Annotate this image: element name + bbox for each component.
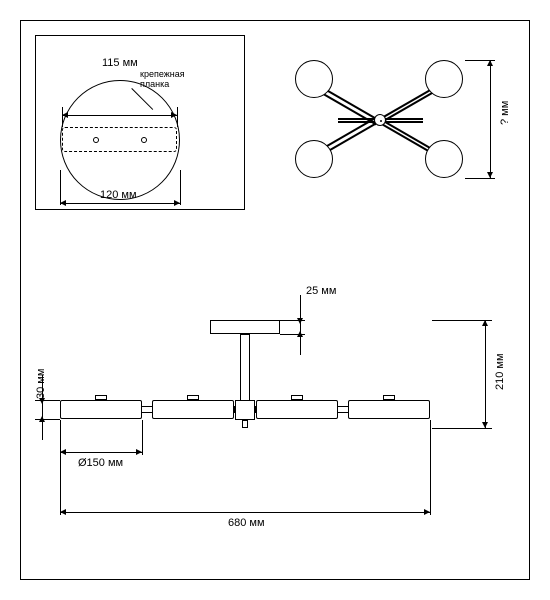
nub-3 — [291, 395, 303, 400]
dim-ext-120-r — [180, 170, 181, 205]
dim25-arr-u — [297, 331, 303, 337]
mounting-plate — [62, 127, 177, 152]
arm-bl-2 — [323, 121, 380, 155]
dim30-arr-u — [39, 416, 45, 422]
canopy — [210, 320, 280, 334]
dim-25: 25 мм — [306, 285, 336, 297]
dim25-line — [300, 295, 301, 355]
bottom-stub — [242, 420, 248, 428]
nub-4 — [383, 395, 395, 400]
dim210-line — [485, 320, 486, 428]
dim-115: 115 мм — [102, 57, 138, 69]
fixture-l2 — [152, 400, 234, 419]
dim680-ext-l — [60, 420, 61, 515]
nub-2 — [187, 395, 199, 400]
top-view — [290, 60, 470, 180]
tv-dim-line — [490, 60, 491, 178]
stem — [240, 334, 250, 404]
dim25-arr-d — [297, 318, 303, 324]
tv-circle-tr — [425, 60, 463, 98]
dim-30: 30 мм — [35, 369, 47, 399]
dim-680: 680 мм — [228, 517, 265, 529]
dim680-ext-r — [430, 420, 431, 515]
hole-2 — [141, 137, 147, 143]
dim150-ext-r — [142, 420, 143, 455]
hub — [235, 400, 255, 420]
dim210-ext-b — [432, 428, 492, 429]
fixture-r1 — [256, 400, 338, 419]
fixture-r2 — [348, 400, 430, 419]
dim-150: Ø150 мм — [78, 457, 123, 469]
dim-line-120 — [60, 203, 180, 204]
tv-circle-bl — [295, 140, 333, 178]
drawing-canvas: 115 мм крепежнаяпланка 120 мм — [0, 0, 550, 600]
tv-circle-tl — [295, 60, 333, 98]
tv-circle-br — [425, 140, 463, 178]
fixture-l1 — [60, 400, 142, 419]
dim680-line — [60, 512, 430, 513]
dim-120: 120 мм — [100, 189, 137, 201]
nub-1 — [95, 395, 107, 400]
hole-1 — [93, 137, 99, 143]
dim150-line — [60, 452, 142, 453]
arm-tl-1 — [323, 87, 380, 121]
dim-210: 210 мм — [494, 353, 506, 390]
tv-dim-ext-b — [465, 178, 495, 179]
tv-dim-label: ? мм — [499, 101, 511, 125]
tv-center — [374, 114, 386, 126]
side-view — [60, 320, 430, 470]
